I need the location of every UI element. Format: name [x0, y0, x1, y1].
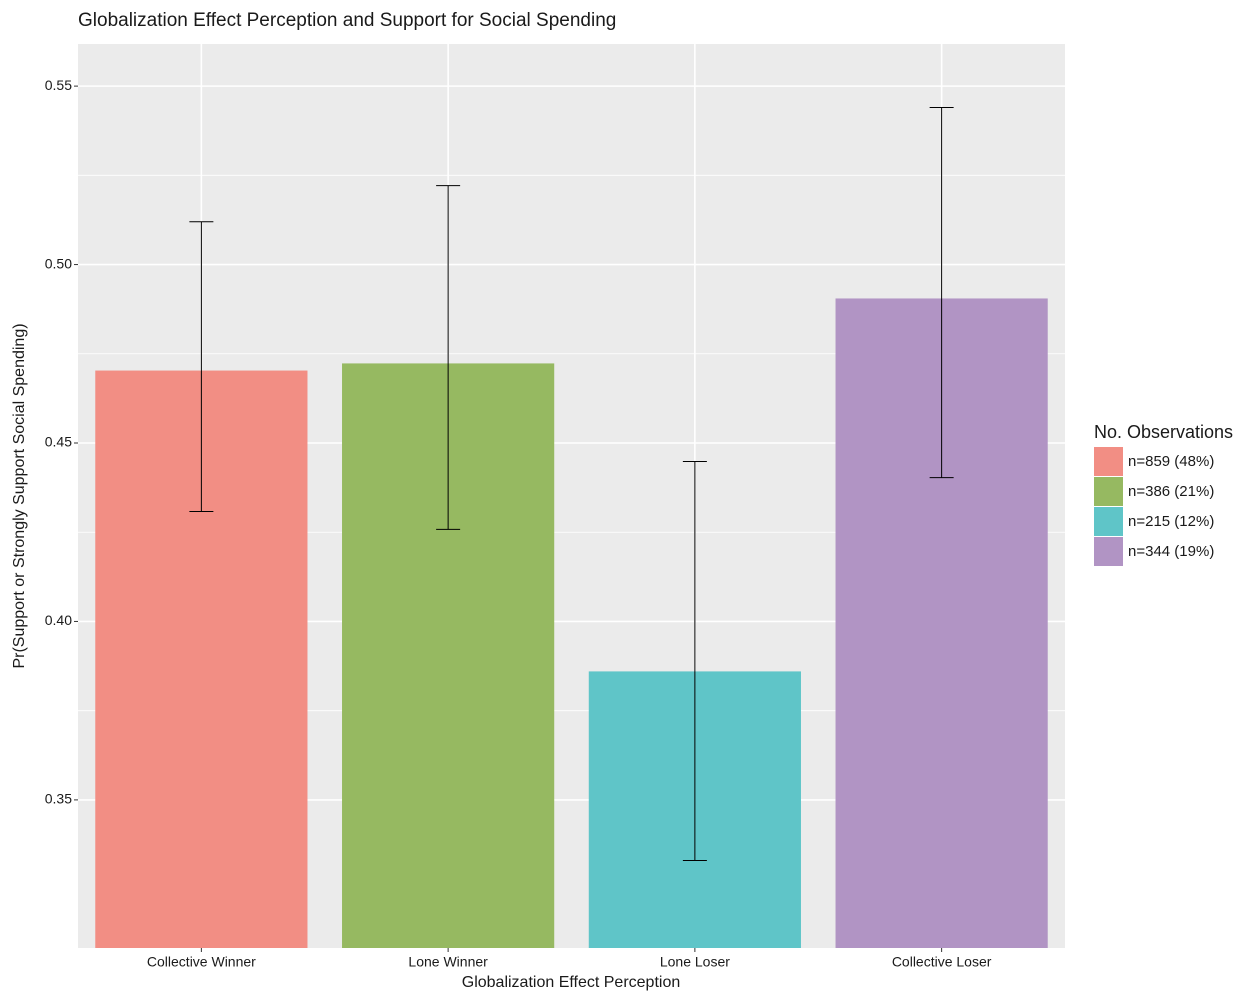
legend-title: No. Observations: [1094, 422, 1233, 442]
y-tick-label: 0.45: [45, 434, 72, 450]
y-tick-label: 0.50: [45, 255, 72, 271]
y-axis-title: Pr(Support or Strongly Support Social Sp…: [11, 323, 28, 668]
legend-key: [1094, 507, 1123, 536]
legend-key: [1094, 537, 1123, 566]
x-tick-label: Collective Loser: [892, 954, 992, 970]
x-tick-label: Collective Winner: [147, 954, 256, 970]
legend-key: [1094, 477, 1123, 506]
y-tick-label: 0.55: [45, 77, 72, 93]
x-tick-label: Lone Winner: [408, 954, 488, 970]
legend-label: n=386 (21%): [1128, 483, 1214, 500]
y-tick-label: 0.40: [45, 612, 72, 628]
legend-label: n=859 (48%): [1128, 453, 1214, 470]
legend-label: n=215 (12%): [1128, 513, 1214, 530]
x-axis-title: Globalization Effect Perception: [462, 974, 681, 991]
chart-title: Globalization Effect Perception and Supp…: [78, 10, 616, 31]
y-tick-label: 0.35: [45, 791, 72, 807]
legend-key: [1094, 447, 1123, 476]
x-tick-label: Lone Loser: [660, 954, 730, 970]
legend-label: n=344 (19%): [1128, 543, 1214, 560]
